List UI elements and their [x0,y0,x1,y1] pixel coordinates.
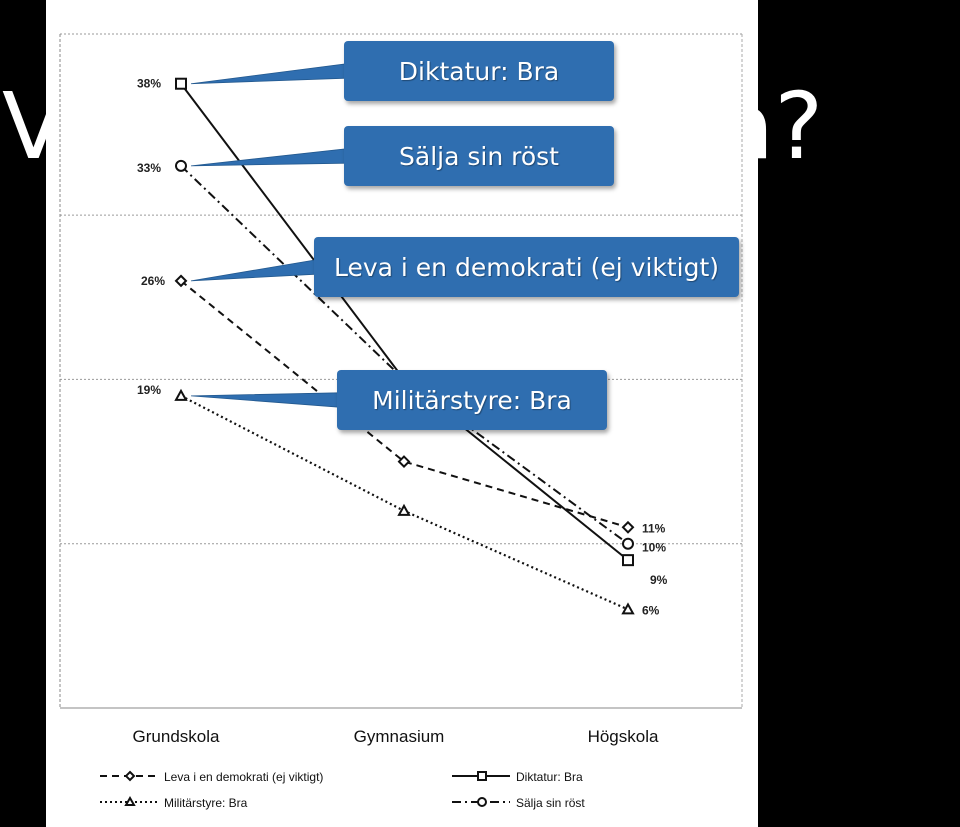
data-label-2: 19% [137,383,161,397]
data-point-0-1 [397,455,411,468]
data-label-1: 38% [137,77,161,91]
legend-marker-2 [124,795,136,806]
x-tick-label-1: Gymnasium [354,727,445,746]
data-label-6: 9% [650,573,668,587]
legend-label-2: Militärstyre: Bra [164,796,248,810]
data-point-2-2 [621,602,635,615]
label-layer: 26% 38% 19% 33% 11% 10% 9% 6% [137,77,668,618]
data-point-2-1 [397,503,411,516]
callout-diktatur: Diktatur: Bra [344,41,614,101]
callout-militarstyre: Militärstyre: Bra [337,370,607,430]
legend-label-1: Diktatur: Bra [516,770,583,784]
data-point-2-0 [174,388,188,401]
data-point-1-2 [622,554,634,567]
data-point-1-0 [175,77,187,90]
data-point-3-2 [622,537,634,550]
legend-marker-3 [477,797,487,807]
legend-marker-1 [477,771,487,781]
data-point-3-0 [175,159,187,172]
callout-pointer-layer [190,63,347,408]
data-label-7: 6% [642,603,660,617]
data-label-4: 11% [642,521,666,535]
legend-layer: Leva i en demokrati (ej viktigt) Diktatur… [100,770,585,810]
data-label-5: 10% [642,541,666,555]
data-point-0-2 [621,520,635,534]
legend-label-0: Leva i en demokrati (ej viktigt) [164,770,323,784]
data-label-0: 26% [141,274,165,288]
data-point-0-0 [174,274,188,288]
axis-layer: Grundskola Gymnasium Högskola [133,727,659,746]
callout-pointer-0 [190,63,347,85]
x-tick-label-0: Grundskola [133,727,220,746]
callout-pointer-3 [190,392,340,408]
legend-marker-0 [124,770,136,782]
callout-pointer-1 [190,148,347,167]
callout-salja-rost: Sälja sin röst [344,126,614,186]
callout-pointer-2 [190,259,317,282]
data-label-3: 33% [137,161,161,175]
x-tick-label-2: Högskola [588,727,659,746]
legend-label-3: Sälja sin röst [516,796,585,810]
series-line-3 [180,165,629,545]
callout-leva-demokrati: Leva i en demokrati (ej viktigt) [314,237,739,297]
